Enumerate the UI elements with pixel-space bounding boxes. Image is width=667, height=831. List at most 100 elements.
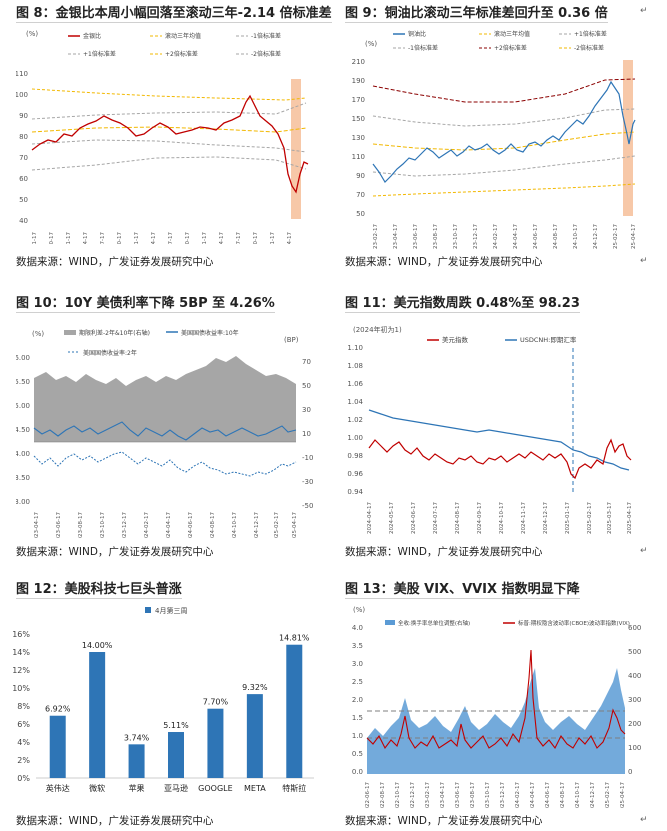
chart-12-data-label-4: 7.70%: [203, 698, 229, 707]
chart-8-series-minus1sd: [31, 139, 307, 153]
chart-12-data-label-1: 14.00%: [82, 641, 113, 650]
figure-12-title: 图 12：美股科技七巨头普涨: [16, 578, 182, 599]
chart-11-series-dollar-index: [368, 438, 632, 480]
chart-9-xtick: 2024-06-17: [533, 224, 539, 249]
chart-10-us-treasury-yields: (%) (BP) 期限利差-2年&10年(右轴) 美国国债收益率:10年 美国国…: [16, 318, 319, 538]
chart-10-ytick-right: -30: [302, 478, 313, 486]
chart-9-xtick: 2024-08-17: [553, 224, 559, 249]
chart-8-ytick: 100: [16, 91, 28, 99]
chart-10-ytick-right: 10: [302, 430, 311, 438]
chart-13-xtick: 2023-12-17: [500, 782, 506, 808]
chart-11-xtick: 2024-06-17: [411, 502, 417, 534]
chart-9-ytick: 190: [352, 77, 365, 85]
chart-10-xtick: 2024-02-17: [144, 512, 150, 538]
chart-10-xtick: 2023-08-17: [78, 512, 84, 538]
chart-10-series-2y-yield: [33, 451, 297, 477]
figure-10-title: 图 10：10Y 美债利率下降 5BP 至 4.26%: [16, 292, 275, 313]
chart-12-bar-6: [286, 644, 303, 778]
chart-9-legend-5: -2倍标准差: [574, 44, 604, 52]
chart-9-series-copper-oil-ratio: [372, 80, 636, 183]
chart-11-ytick: 1.08: [347, 362, 363, 370]
chart-8-legend-4: +2倍标准差: [165, 50, 198, 58]
chart-12-category-label-5: META: [244, 784, 266, 793]
chart-13-xtick: 2023-02-17: [425, 782, 431, 808]
chart-9-xtick: 2024-04-17: [513, 224, 519, 249]
chart-12-legend-swatch: [145, 607, 151, 613]
chart-11-legend-1: USDCNH:即期汇率: [520, 335, 577, 344]
chart-10-legend-1: 美国国债收益率:10年: [181, 329, 239, 337]
chart-9-legend-1: 滚动三年均值: [494, 30, 530, 38]
figure-9-title: 图 9：铜油比滚动三年标准差回升至 0.36 倍: [345, 2, 608, 23]
chart-9-xtick: 2023-02-17: [373, 224, 379, 249]
chart-12-data-label-3: 5.11%: [163, 721, 189, 730]
chart-8-xtick: 2022-10-17: [117, 232, 123, 244]
chart-9-series-mean: [372, 131, 636, 151]
chart-8-legend-0: 金银比: [83, 32, 101, 40]
chart-13-ytick-right: 200: [628, 720, 641, 728]
chart-11-xtick: 2024-09-17: [477, 502, 483, 534]
chart-12-category-label-4: GOOGLE: [198, 784, 233, 793]
chart-13-ytick-left: 3.5: [352, 642, 363, 650]
chart-12-bar-5: [246, 694, 263, 778]
chart-11-ytick: 0.96: [347, 470, 363, 478]
chart-13-legend-0: 全收:换手率总单位调整(右轴): [398, 619, 470, 627]
chart-10-xtick: 2023-04-17: [34, 512, 40, 538]
chart-8-xtick: 2022-07-17: [100, 232, 106, 244]
chart-10-ytick-left: 4.00: [16, 450, 30, 458]
chart-9-ytick: 170: [352, 96, 365, 104]
chart-11-xtick: 2025-04-17: [627, 502, 633, 534]
chart-11-series-usdcnh: [368, 409, 630, 471]
chart-11-ytick: 0.98: [347, 452, 363, 460]
chart-11-ytick: 1.06: [347, 380, 363, 388]
chart-12-ytick: 0%: [17, 774, 30, 783]
chart-12-ytick: 16%: [12, 630, 30, 639]
chart-13-legend-1: 标普:期权隐含波动率(CBOE)波动率指数(VIX): [518, 619, 630, 627]
chart-13-ytick-left: 4.0: [352, 624, 363, 632]
chart-13-ytick-left: 0.5: [352, 750, 363, 758]
chart-11-ytick: 1.10: [347, 344, 363, 352]
chart-10-xtick: 2024-10-17: [232, 512, 238, 538]
chart-12-category-label-6: 特斯拉: [282, 783, 306, 793]
chart-11-xtick: 2024-05-17: [389, 502, 395, 534]
chart-8-xtick: 2024-01-17: [202, 232, 208, 244]
source-note-13: 数据来源：WIND，广发证券发展研究中心: [345, 815, 543, 827]
chart-12-ytick: 2%: [17, 756, 30, 765]
chart-8-xtick: 2025-01-17: [270, 232, 276, 244]
chart-12-magnificent-seven: 4月第三周 16% 14% 12% 10% 8% 6% 4% 2% 0% 6.9…: [10, 598, 320, 803]
chart-13-ytick-left: 0.0: [352, 768, 363, 776]
chart-12-bar-1: [89, 652, 106, 778]
chart-8-ytick: 80: [19, 133, 28, 141]
chart-12-category-label-2: 苹果: [129, 783, 145, 793]
chart-13-xtick: 2024-02-17: [515, 782, 521, 808]
chart-12-data-label-6: 14.81%: [279, 634, 310, 643]
chart-8-xtick: 2024-07-17: [236, 232, 242, 244]
chart-8-series-minus2sd: [31, 156, 307, 171]
chart-13-xtick: 2023-08-17: [470, 782, 476, 808]
chart-13-xtick: 2023-06-17: [455, 782, 461, 808]
chart-13-xtick: 2024-06-17: [545, 782, 551, 808]
chart-8-ytick: 40: [19, 217, 28, 225]
chart-11-dollar-index: (2024年初为1) 美元指数 USDCNH:即期汇率 1.10 1.08 1.…: [345, 318, 648, 538]
chart-9-legend-0: 铜油比: [408, 30, 426, 38]
chart-12-category-label-1: 微软: [89, 783, 105, 793]
chart-11-xtick: 2025-02-17: [587, 502, 593, 534]
chart-13-xtick: 2022-12-17: [410, 782, 416, 808]
chart-10-legend-2: 美国国债收益率:2年: [83, 349, 137, 357]
return-mark-icon: ↵: [640, 546, 648, 556]
chart-8-xtick: 2023-10-17: [185, 232, 191, 244]
chart-13-series-turnover-area: [367, 668, 625, 774]
chart-9-series-plus2sd: [372, 78, 636, 103]
chart-10-ytick-right: -50: [302, 502, 313, 510]
chart-12-legend: 4月第三周: [155, 606, 187, 615]
chart-8-xtick: 2024-04-17: [219, 232, 225, 244]
chart-11-unit: (2024年初为1): [353, 325, 402, 334]
chart-9-ytick: 70: [356, 191, 365, 199]
chart-11-xtick: 2024-10-17: [499, 502, 505, 534]
chart-11-ytick: 1.04: [347, 398, 363, 406]
chart-8-gold-silver-ratio: (%) 金银比 滚动三年均值 -1倍标准差 +1倍标准差 +2倍标准差 -2倍标…: [16, 24, 319, 244]
chart-9-ytick: 110: [352, 153, 365, 161]
chart-13-xtick: 2023-10-17: [485, 782, 491, 808]
chart-10-xtick: 2023-12-17: [122, 512, 128, 538]
chart-9-legend-4: +2倍标准差: [494, 44, 527, 52]
chart-8-xtick: 2021-10-17: [49, 232, 55, 244]
